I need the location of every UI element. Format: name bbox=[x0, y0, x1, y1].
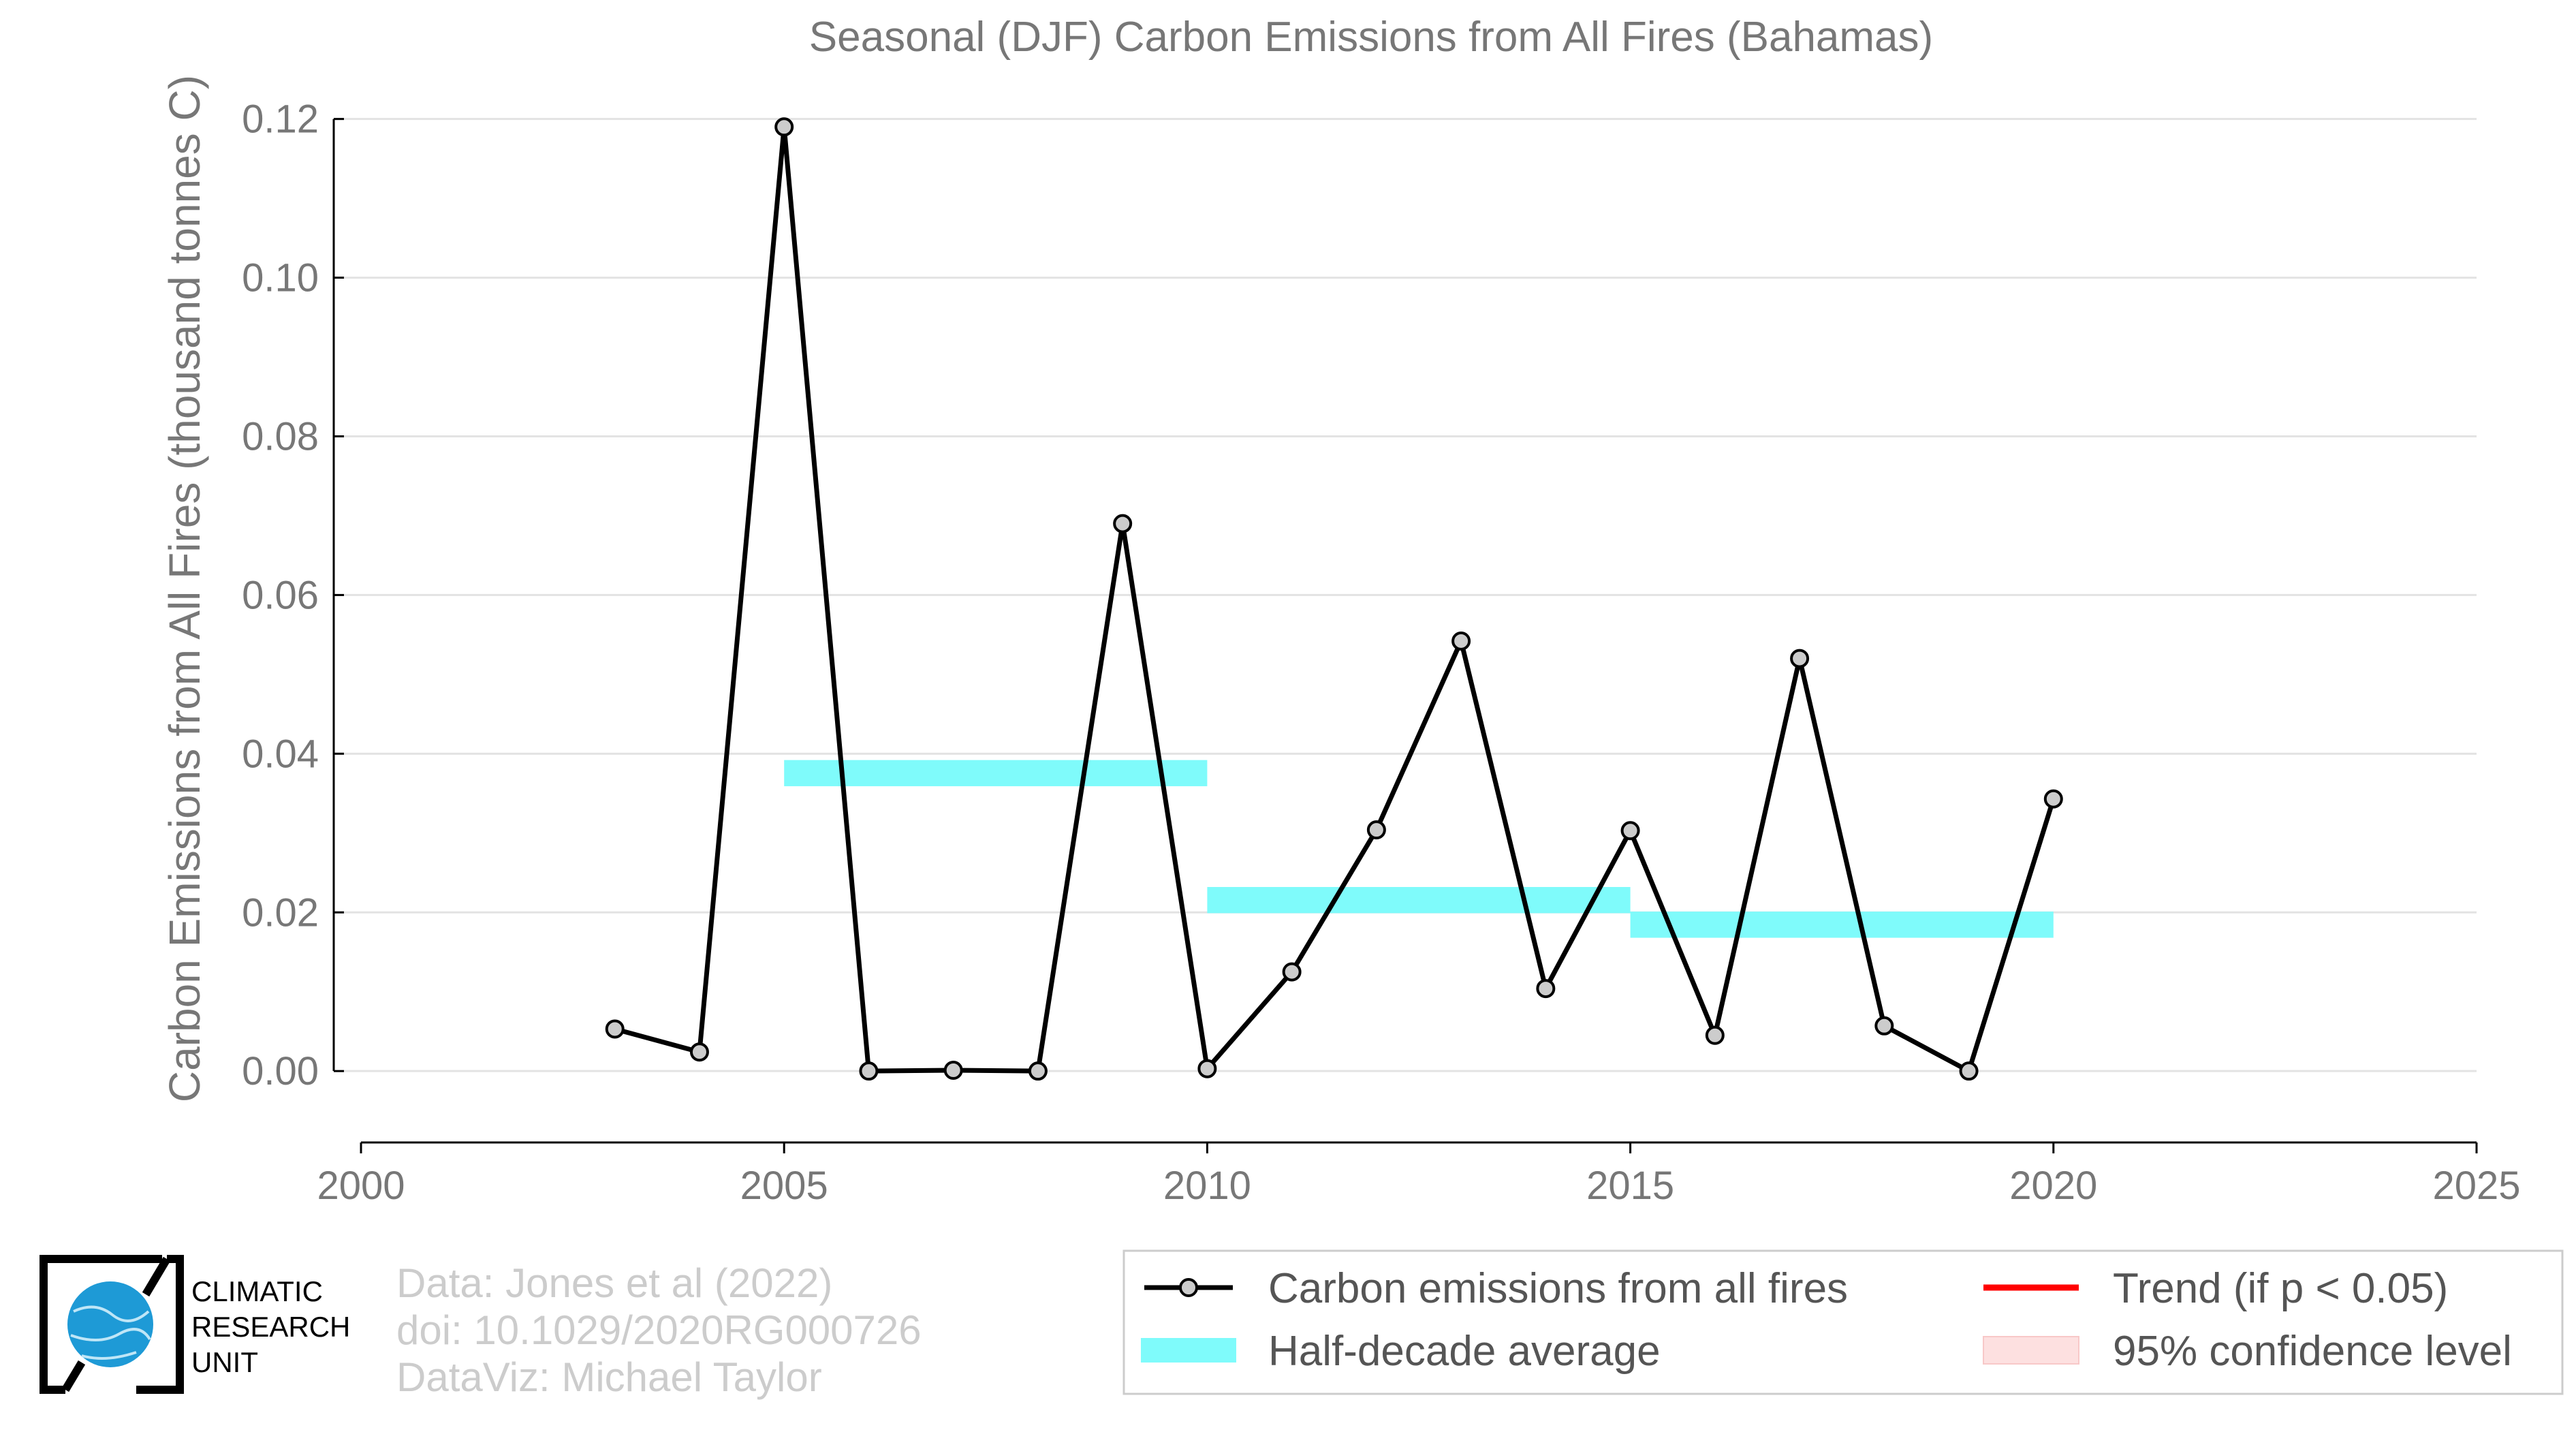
y-tick-label: 0.04 bbox=[242, 732, 319, 776]
x-tick-label: 2020 bbox=[2009, 1164, 2097, 1208]
data-point bbox=[1451, 631, 1471, 651]
credit-dataviz: DataViz: Michael Taylor bbox=[396, 1354, 822, 1400]
globe-continent-line bbox=[81, 1351, 137, 1360]
data-point bbox=[1790, 649, 1810, 668]
credit-doi: doi: 10.1029/2020RG000726 bbox=[396, 1307, 922, 1353]
data-point bbox=[1282, 962, 1302, 982]
x-tick-label: 2000 bbox=[317, 1164, 405, 1208]
legend-item-emissions: Carbon emissions from all fires bbox=[1144, 1265, 1848, 1312]
legend-label-half-decade: Half-decade average bbox=[1268, 1328, 1661, 1375]
credits: Data: Jones et al (2022) doi: 10.1029/20… bbox=[396, 1260, 922, 1400]
globe-continent-line bbox=[70, 1328, 151, 1342]
logo-text-line1: CLIMATIC bbox=[191, 1275, 323, 1307]
legend-label-emissions: Carbon emissions from all fires bbox=[1268, 1265, 1848, 1312]
data-point bbox=[859, 1061, 879, 1081]
y-tick-label: 0.08 bbox=[242, 414, 319, 458]
cru-logo: CLIMATIC RESEARCH UNIT bbox=[40, 1255, 350, 1394]
axes: 0.00 0.02 0.04 0.06 0.08 0.10 0.12 2000 2005 2010… bbox=[242, 97, 2520, 1208]
half-decade-average-band bbox=[1630, 912, 2054, 938]
x-tick-label: 2015 bbox=[1586, 1164, 1674, 1208]
data-point bbox=[2043, 789, 2063, 809]
logo-frame bbox=[40, 1255, 184, 1394]
y-tick-label: 0.00 bbox=[242, 1049, 319, 1093]
series-line bbox=[614, 124, 2056, 1074]
x-tick-label: 2010 bbox=[1163, 1164, 1251, 1208]
data-point bbox=[1197, 1059, 1217, 1078]
data-point bbox=[1028, 1061, 1048, 1081]
half-decade-average-band bbox=[784, 760, 1208, 787]
data-point bbox=[1536, 979, 1556, 999]
data-point bbox=[1959, 1061, 1979, 1081]
legend-swatch-half-decade bbox=[1141, 1338, 1236, 1363]
series-layer bbox=[605, 117, 2063, 1081]
data-point bbox=[605, 1019, 625, 1039]
data-point bbox=[1620, 821, 1640, 841]
legend-label-trend: Trend (if p < 0.05) bbox=[2113, 1265, 2448, 1312]
data-point bbox=[1874, 1016, 1894, 1036]
y-tick-label: 0.10 bbox=[242, 256, 319, 300]
data-point bbox=[689, 1042, 709, 1062]
legend-item-confidence: 95% confidence level bbox=[1983, 1328, 2512, 1375]
data-point bbox=[1366, 820, 1386, 840]
legend-item-trend: Trend (if p < 0.05) bbox=[1983, 1265, 2448, 1312]
legend-swatch-marker bbox=[1179, 1278, 1198, 1297]
gridlines bbox=[334, 118, 2477, 1072]
credit-data-source: Data: Jones et al (2022) bbox=[396, 1260, 832, 1306]
y-axis-label: Carbon Emissions from All Fires (thousan… bbox=[160, 75, 209, 1102]
chart-title: Seasonal (DJF) Carbon Emissions from All… bbox=[809, 14, 1933, 61]
logo-frame-slash-bottom bbox=[61, 1360, 86, 1392]
data-point bbox=[1705, 1025, 1725, 1045]
x-tick-label: 2005 bbox=[740, 1164, 828, 1208]
legend-swatch-confidence bbox=[1983, 1336, 2079, 1365]
y-tick-label: 0.12 bbox=[242, 97, 319, 142]
logo-text-line3: UNIT bbox=[191, 1346, 258, 1378]
legend-box bbox=[1122, 1249, 2564, 1395]
x-tick-label: 2025 bbox=[2432, 1164, 2520, 1208]
data-point bbox=[943, 1061, 963, 1080]
data-point bbox=[1113, 514, 1133, 533]
legend-item-half-decade: Half-decade average bbox=[1141, 1328, 1661, 1375]
data-point bbox=[774, 117, 794, 137]
globe-icon bbox=[67, 1281, 153, 1367]
legend-label-confidence: 95% confidence level bbox=[2113, 1328, 2512, 1375]
y-tick-label: 0.06 bbox=[242, 573, 319, 617]
logo-text-line2: RESEARCH bbox=[191, 1311, 350, 1343]
half-decade-average-band bbox=[1207, 886, 1631, 914]
logo-frame-slash-top bbox=[142, 1256, 171, 1297]
y-tick-label: 0.02 bbox=[242, 890, 319, 935]
legend: Carbon emissions from all fires Trend (i… bbox=[1122, 1249, 2564, 1395]
globe-continent-line bbox=[73, 1305, 150, 1322]
half-decade-average-bands bbox=[784, 760, 2054, 938]
